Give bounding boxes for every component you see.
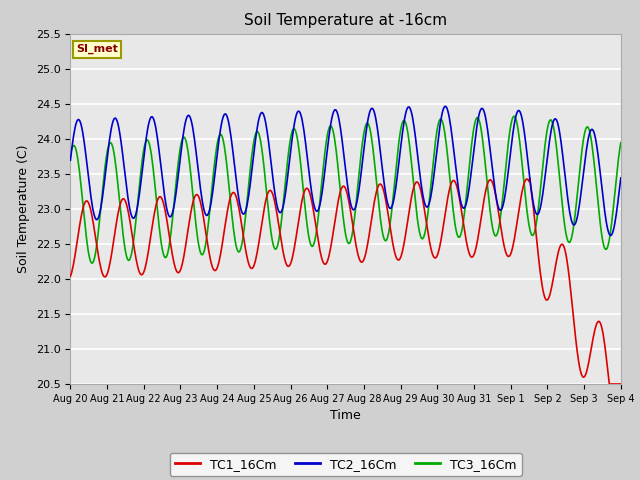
X-axis label: Time: Time <box>330 409 361 422</box>
TC2_16Cm <box>413 142 420 148</box>
TC3_16Cm <box>134 199 141 205</box>
TC2_16Cm <box>77 120 84 125</box>
TC1_16Cm <box>77 218 84 224</box>
TC3_16Cm <box>219 135 227 141</box>
TC3_16Cm <box>67 152 74 158</box>
Text: SI_met: SI_met <box>76 44 118 54</box>
Y-axis label: Soil Temperature (C): Soil Temperature (C) <box>17 144 30 273</box>
TC2_16Cm <box>617 175 625 181</box>
TC2_16Cm <box>429 183 436 189</box>
Line: TC2_16Cm: TC2_16Cm <box>70 106 621 236</box>
TC2_16Cm <box>133 206 141 212</box>
TC3_16Cm <box>413 215 421 220</box>
TC1_16Cm <box>133 261 141 266</box>
TC2_16Cm <box>67 157 74 163</box>
Title: Soil Temperature at -16cm: Soil Temperature at -16cm <box>244 13 447 28</box>
TC3_16Cm <box>429 158 437 164</box>
TC1_16Cm <box>617 381 625 387</box>
TC1_16Cm <box>218 243 226 249</box>
TC1_16Cm <box>429 251 436 257</box>
TC1_16Cm <box>605 381 613 387</box>
TC1_16Cm <box>413 179 420 185</box>
TC1_16Cm <box>526 176 534 181</box>
Line: TC3_16Cm: TC3_16Cm <box>70 116 621 263</box>
TC3_16Cm <box>88 260 95 266</box>
TC3_16Cm <box>511 113 518 119</box>
TC1_16Cm <box>189 200 196 205</box>
TC2_16Cm <box>607 233 614 239</box>
TC3_16Cm <box>190 200 198 205</box>
TC2_16Cm <box>442 103 449 109</box>
TC3_16Cm <box>77 177 84 182</box>
TC3_16Cm <box>617 140 625 145</box>
TC2_16Cm <box>189 126 196 132</box>
Line: TC1_16Cm: TC1_16Cm <box>70 179 621 384</box>
Legend: TC1_16Cm, TC2_16Cm, TC3_16Cm: TC1_16Cm, TC2_16Cm, TC3_16Cm <box>170 453 522 476</box>
TC2_16Cm <box>218 119 226 124</box>
TC1_16Cm <box>67 274 74 279</box>
